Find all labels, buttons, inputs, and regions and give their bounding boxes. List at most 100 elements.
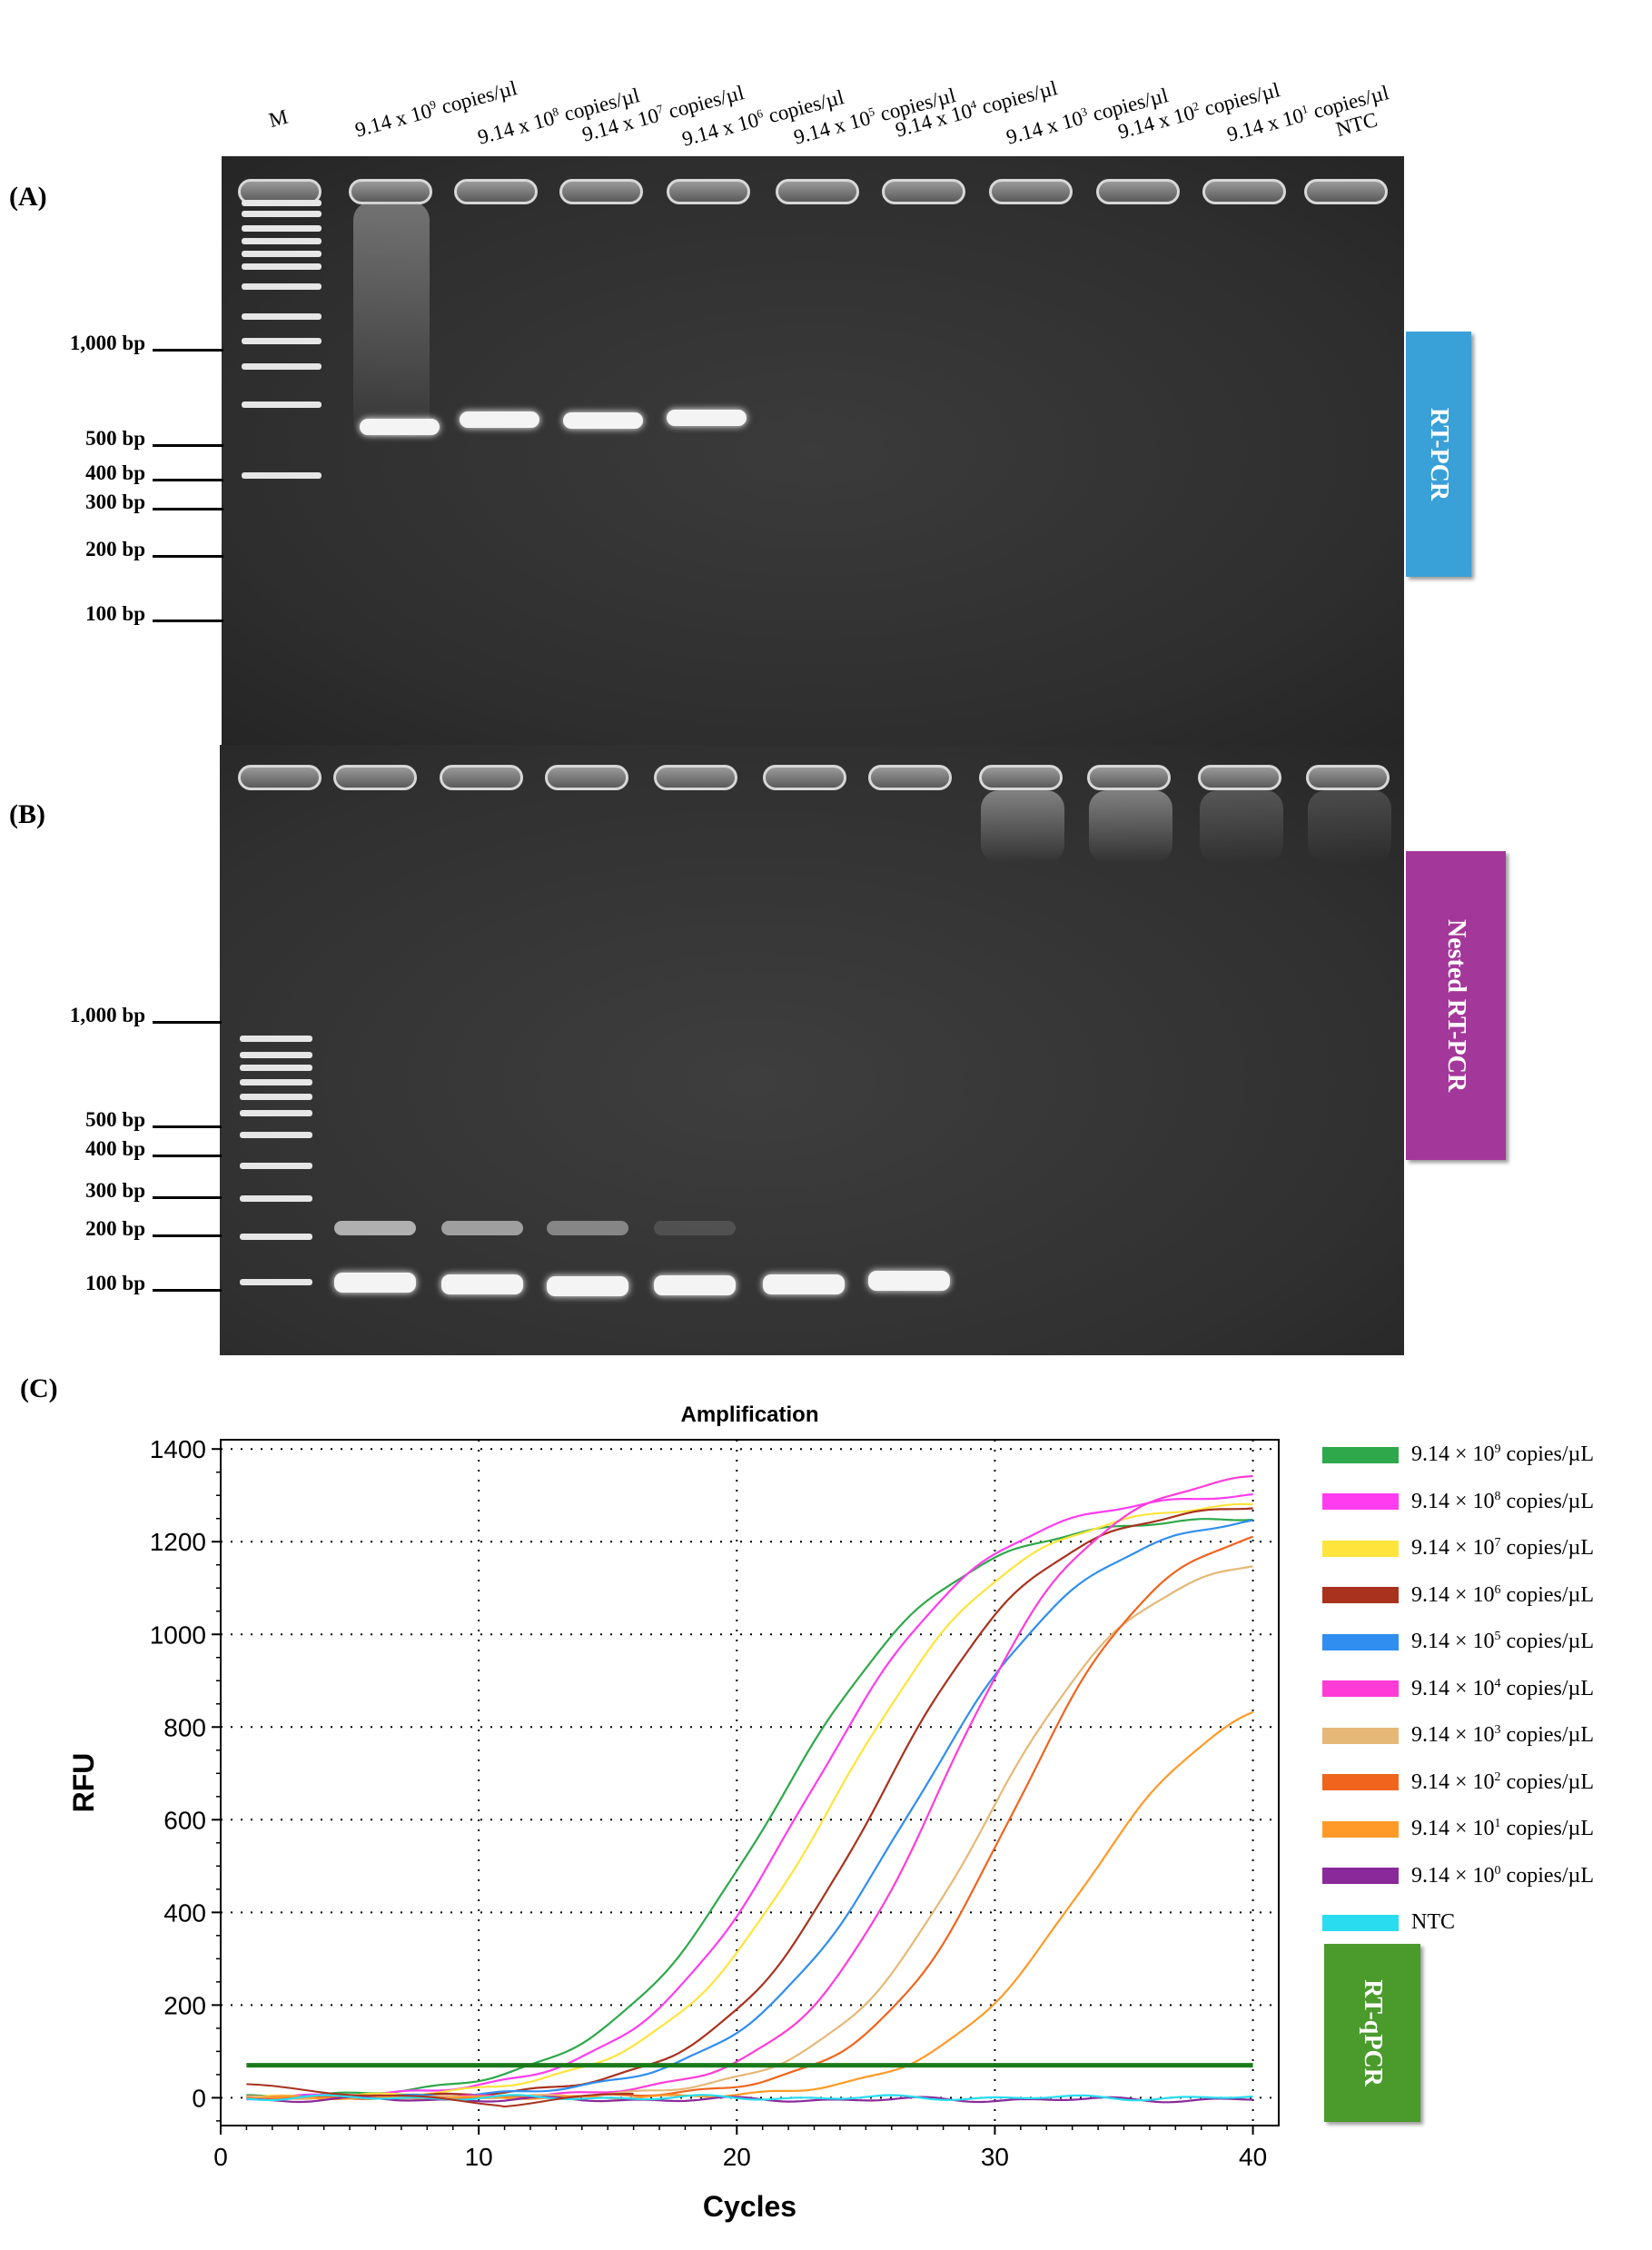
b-marker-label-1: 500 bp <box>85 1108 145 1131</box>
gel-image-rt-pcr <box>222 156 1404 745</box>
legend-item-3: 9.14 × 106 copies/µL <box>1322 1572 1649 1620</box>
band-b-100-4 <box>654 1275 736 1295</box>
a-marker-line-0 <box>153 349 223 352</box>
ladder-band-a-9 <box>242 363 321 370</box>
legend-item-5: 9.14 × 104 copies/µL <box>1322 1666 1649 1713</box>
legend-label-7: 9.14 × 102 copies/µL <box>1411 1769 1595 1794</box>
ladder-band-a-8 <box>242 338 321 344</box>
a-marker-label-4: 200 bp <box>85 538 145 560</box>
legend-item-2: 9.14 × 107 copies/µL <box>1322 1525 1649 1572</box>
legend-item-6: 9.14 × 103 copies/µL <box>1322 1712 1649 1759</box>
ladder-band-a-0 <box>242 200 321 206</box>
y-tick-label-7: 1400 <box>150 1435 206 1463</box>
legend-item-7: 9.14 × 102 copies/µL <box>1322 1759 1649 1807</box>
ladder-band-a-4 <box>242 251 321 257</box>
chart-legend: 9.14 × 109 copies/µL 9.14 × 108 copies/µL… <box>1322 1432 1649 1947</box>
legend-label-0: 9.14 × 109 copies/µL <box>1411 1442 1595 1467</box>
b-marker-line-2 <box>153 1155 222 1157</box>
band-a-4 <box>667 410 747 426</box>
legend-item-1: 9.14 × 108 copies/µL <box>1322 1479 1649 1526</box>
legend-item-9: 9.14 × 100 copies/µL <box>1322 1853 1649 1900</box>
b-marker-line-3 <box>153 1196 222 1199</box>
y-axis-label: RFU <box>67 1753 100 1813</box>
band-b-100-2 <box>441 1274 523 1294</box>
well-b-8 <box>1087 765 1171 790</box>
well-a-7 <box>989 179 1073 204</box>
a-marker-line-3 <box>153 508 223 510</box>
a-marker-line-1 <box>153 444 223 447</box>
legend-item-10: NTC <box>1322 1899 1649 1947</box>
well-a-5 <box>776 179 859 204</box>
well-b-0 <box>238 765 321 790</box>
a-marker-line-2 <box>153 479 223 481</box>
well-b-9 <box>1198 765 1281 790</box>
ladder-band-b-3 <box>240 1079 312 1085</box>
a-marker-label-2: 400 bp <box>85 461 145 484</box>
series-line-9 <box>246 2096 1253 2104</box>
well-a-6 <box>882 179 965 204</box>
panel-label-b: (B) <box>9 799 45 829</box>
legend-label-9: 9.14 × 100 copies/µL <box>1411 1863 1595 1888</box>
band-a-3 <box>563 412 643 429</box>
ladder-band-b-1 <box>240 1052 312 1058</box>
tag-rt-pcr: RT-PCR <box>1406 332 1471 577</box>
band-b-200-3 <box>547 1221 628 1235</box>
x-axis-label: Cycles <box>703 2190 796 2223</box>
well-b-2 <box>440 765 523 790</box>
a-marker-line-5 <box>153 619 223 622</box>
well-b-3 <box>545 765 628 790</box>
a-marker-label-0: 1,000 bp <box>69 332 145 354</box>
band-b-200-4 <box>654 1221 736 1235</box>
band-a-1 <box>360 419 440 435</box>
well-a-1 <box>349 179 432 204</box>
b-marker-label-3: 300 bp <box>85 1179 145 1202</box>
ladder-band-a-10 <box>242 401 321 408</box>
smear-b-1 <box>1089 790 1172 863</box>
a-marker-label-3: 300 bp <box>85 491 145 513</box>
x-tick-label-3: 30 <box>981 2143 1009 2171</box>
band-b-200-1 <box>334 1221 416 1235</box>
ladder-band-a-7 <box>242 313 321 320</box>
legend-label-2: 9.14 × 107 copies/µL <box>1411 1536 1595 1561</box>
ladder-band-b-8 <box>240 1195 312 1202</box>
ladder-band-b-6 <box>240 1132 312 1138</box>
legend-item-0: 9.14 × 109 copies/µL <box>1322 1432 1649 1479</box>
y-tick-label-5: 1000 <box>150 1621 206 1649</box>
b-marker-line-1 <box>153 1125 222 1128</box>
well-b-10 <box>1306 765 1390 790</box>
b-marker-label-0: 1,000 bp <box>69 1004 145 1026</box>
band-b-100-5 <box>763 1274 845 1294</box>
legend-swatch-5 <box>1322 1680 1399 1698</box>
well-b-7 <box>979 765 1063 790</box>
b-marker-label-5: 100 bp <box>85 1272 145 1294</box>
band-a-2 <box>460 411 539 428</box>
ladder-band-b-10 <box>240 1279 312 1285</box>
band-b-100-3 <box>547 1276 628 1296</box>
panel-label-a: (A) <box>9 182 47 212</box>
x-tick-label-1: 10 <box>465 2143 493 2171</box>
legend-item-8: 9.14 × 101 copies/µL <box>1322 1806 1649 1853</box>
a-marker-label-5: 100 bp <box>85 602 145 625</box>
ladder-band-a-2 <box>242 225 321 232</box>
legend-swatch-4 <box>1322 1633 1399 1650</box>
b-marker-line-4 <box>153 1234 222 1237</box>
well-a-3 <box>559 179 643 204</box>
ladder-band-a-3 <box>242 238 321 244</box>
baseline-wobble <box>246 2083 634 2108</box>
well-a-4 <box>667 179 750 204</box>
b-marker-label-4: 200 bp <box>85 1217 145 1240</box>
b-marker-line-0 <box>153 1021 222 1024</box>
well-b-6 <box>868 765 952 790</box>
x-tick-label-2: 20 <box>723 2143 751 2171</box>
ladder-band-b-0 <box>240 1036 312 1042</box>
legend-item-4: 9.14 × 105 copies/µL <box>1322 1619 1649 1666</box>
legend-label-10: NTC <box>1411 1910 1455 1935</box>
legend-label-3: 9.14 × 106 copies/µL <box>1411 1582 1595 1607</box>
ladder-band-a-1 <box>242 211 321 217</box>
y-tick-label-2: 400 <box>163 1898 206 1927</box>
legend-label-8: 9.14 × 101 copies/µL <box>1411 1817 1595 1841</box>
ladder-band-b-9 <box>240 1234 312 1240</box>
y-tick-label-6: 1200 <box>150 1528 206 1556</box>
smear-b-0 <box>981 790 1064 863</box>
